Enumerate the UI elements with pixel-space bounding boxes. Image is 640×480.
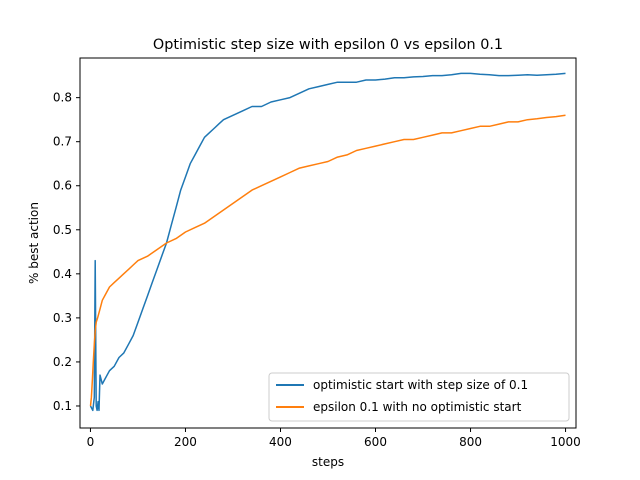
- series-line-1: [89, 114, 566, 407]
- x-axis: 0 200 400 600 800 1000: [87, 428, 581, 449]
- x-tick-label: 0: [87, 435, 95, 449]
- x-tick-label: 1000: [550, 435, 581, 449]
- y-axis-label: % best action: [27, 202, 41, 284]
- series-lines: [89, 72, 566, 412]
- x-axis-label: steps: [312, 455, 344, 469]
- legend-box: [268, 372, 570, 422]
- x-tick-label: 800: [459, 435, 482, 449]
- y-tick-label: 0.8: [53, 91, 72, 105]
- x-tick-label: 600: [364, 435, 387, 449]
- y-axis: 0.1 0.2 0.3 0.4 0.5 0.6 0.7 0.8: [53, 91, 80, 413]
- series-line-0: [89, 72, 566, 412]
- x-tick-label: 400: [269, 435, 292, 449]
- y-tick-label: 0.4: [53, 267, 72, 281]
- x-tick-label: 200: [174, 435, 197, 449]
- y-tick-label: 0.6: [53, 179, 72, 193]
- plot-area: [79, 57, 577, 429]
- legend: optimistic start with step size of 0.1 e…: [268, 372, 570, 422]
- y-tick-label: 0.3: [53, 311, 72, 325]
- y-tick-label: 0.5: [53, 223, 72, 237]
- y-tick-label: 0.1: [53, 399, 72, 413]
- legend-label-optimistic: optimistic start with step size of 0.1: [313, 378, 528, 392]
- chart-title: Optimistic step size with epsilon 0 vs e…: [153, 37, 503, 53]
- y-tick-label: 0.7: [53, 135, 72, 149]
- y-tick-label: 0.2: [53, 355, 72, 369]
- legend-label-epsilon: epsilon 0.1 with no optimistic start: [313, 400, 522, 414]
